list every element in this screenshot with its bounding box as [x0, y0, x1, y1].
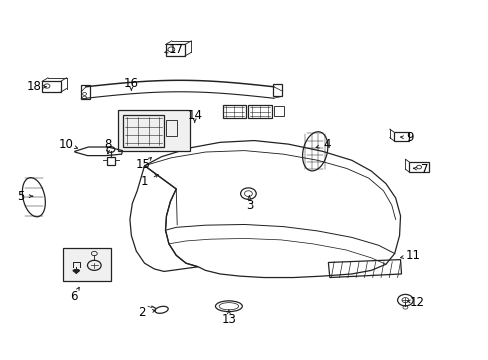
Bar	[408, 162, 428, 172]
Bar	[63, 248, 111, 281]
Text: 5: 5	[18, 190, 25, 203]
Bar	[107, 157, 115, 165]
Text: 17: 17	[168, 42, 183, 55]
Bar	[248, 105, 271, 118]
Bar	[81, 85, 90, 99]
Text: 1: 1	[141, 175, 148, 188]
Text: 12: 12	[409, 296, 424, 309]
Text: 2: 2	[138, 306, 145, 319]
Text: 6: 6	[70, 290, 78, 303]
Bar	[273, 106, 283, 116]
Text: 10: 10	[59, 138, 74, 150]
Bar	[393, 132, 408, 140]
Text: 4: 4	[323, 138, 330, 150]
Text: 15: 15	[135, 158, 150, 171]
Text: 11: 11	[405, 249, 419, 262]
Bar	[166, 120, 177, 136]
Text: 8: 8	[104, 138, 111, 150]
Bar	[165, 44, 184, 56]
Bar	[42, 81, 61, 92]
Text: 7: 7	[420, 163, 428, 176]
FancyArrow shape	[73, 270, 80, 273]
Text: 9: 9	[406, 131, 413, 144]
Bar	[122, 115, 163, 147]
Text: 3: 3	[245, 199, 253, 212]
Text: 18: 18	[26, 80, 41, 93]
Bar	[118, 110, 189, 151]
Text: 13: 13	[221, 312, 236, 326]
Bar	[222, 105, 245, 118]
Text: 14: 14	[187, 109, 202, 122]
Bar	[272, 84, 281, 96]
Text: 16: 16	[123, 77, 139, 90]
